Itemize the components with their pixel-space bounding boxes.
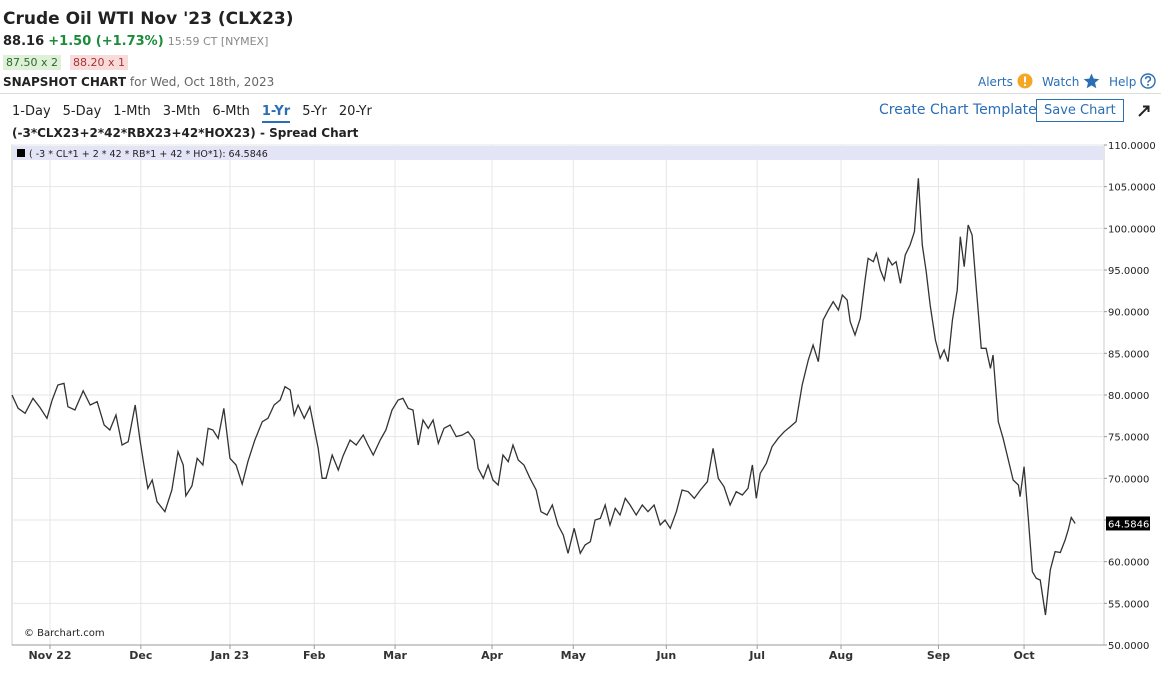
y-tick-label: 105.0000 xyxy=(1108,183,1156,194)
help-link[interactable]: Help xyxy=(1109,73,1156,89)
period-tab[interactable]: 20-Yr xyxy=(338,104,372,119)
x-tick-label: Jun xyxy=(655,649,676,662)
expand-icon[interactable] xyxy=(1137,104,1151,118)
period-tab[interactable]: 1-Day xyxy=(12,104,51,119)
x-tick-label: Jan 23 xyxy=(210,649,249,662)
watch-text[interactable]: Watch xyxy=(1042,75,1080,89)
y-tick-label: 95.0000 xyxy=(1108,266,1149,277)
period-tabs: 1-Day 5-Day 1-Mth 3-Mth 6-Mth 1-Yr 5-Yr 20-Yr xyxy=(12,104,384,123)
period-tab[interactable]: 1-Mth xyxy=(113,104,151,119)
price-change: +1.50 (+1.73%) xyxy=(48,34,164,49)
price-line xyxy=(11,178,1076,616)
x-tick-label: Dec xyxy=(129,649,152,662)
period-tab[interactable]: 5-Yr xyxy=(302,104,327,119)
period-tab[interactable]: 6-Mth xyxy=(212,104,250,119)
watch-icon[interactable] xyxy=(1083,73,1100,89)
legend-label: ( -3 * CL*1 + 2 * 42 * RB*1 + 42 * HO*1)… xyxy=(29,149,268,160)
y-tick-label: 100.0000 xyxy=(1108,224,1156,235)
snapshot-label: SNAPSHOT CHART xyxy=(3,75,127,89)
y-tick-label: 70.0000 xyxy=(1108,474,1149,485)
y-tick-label: 50.0000 xyxy=(1108,641,1149,652)
last-value-box xyxy=(1106,516,1150,531)
y-tick-label: 85.0000 xyxy=(1108,349,1149,360)
x-tick-label: Mar xyxy=(383,649,407,662)
period-tab[interactable]: 1-Yr xyxy=(261,104,291,123)
x-tick-label: Apr xyxy=(481,649,503,662)
save-chart[interactable]: Save Chart xyxy=(1036,99,1124,122)
x-tick-label: Sep xyxy=(927,649,950,662)
create-template[interactable]: Create Chart Template xyxy=(879,102,1037,118)
divider xyxy=(0,93,1161,94)
period-tab[interactable]: 3-Mth xyxy=(162,104,201,119)
x-tick-label: May xyxy=(561,649,586,662)
legend-band xyxy=(13,146,1103,160)
x-tick-label: Jul xyxy=(748,649,765,662)
y-tick-label: 80.0000 xyxy=(1108,391,1149,402)
period-tab[interactable]: 5-Day xyxy=(62,104,102,119)
snapshot-row: SNAPSHOT CHART for Wed, Oct 18th, 2023 xyxy=(3,75,274,89)
quote-row: 88.16 +1.50 (+1.73%) 15:59 CT [NYMEX] xyxy=(3,34,268,49)
quote-time: 15:59 CT [NYMEX] xyxy=(167,35,269,48)
y-tick-label: 75.0000 xyxy=(1108,433,1149,444)
last-price: 88.16 xyxy=(3,34,45,49)
alerts-icon[interactable] xyxy=(1017,73,1033,89)
instrument-title: Crude Oil WTI Nov '23 (CLX23) xyxy=(3,9,294,29)
x-tick-label: Oct xyxy=(1013,649,1034,662)
alerts-text[interactable]: Alerts xyxy=(978,75,1013,89)
bid: 87.50 x 2 xyxy=(3,55,61,70)
snapshot-date: for Wed, Oct 18th, 2023 xyxy=(129,75,275,89)
legend-swatch xyxy=(17,149,25,157)
watch-link[interactable]: Watch xyxy=(1042,73,1100,89)
last-value-label: 64.5846 xyxy=(1108,519,1149,530)
source-credit: © Barchart.com xyxy=(24,628,105,639)
help-icon[interactable] xyxy=(1140,73,1156,89)
x-tick-label: Nov 22 xyxy=(28,649,71,662)
x-tick-label: Feb xyxy=(303,649,326,662)
y-tick-label: 60.0000 xyxy=(1108,558,1149,569)
y-tick-label: 90.0000 xyxy=(1108,308,1149,319)
y-tick-label: 55.0000 xyxy=(1108,599,1149,610)
alerts-link[interactable]: Alerts xyxy=(978,73,1033,89)
chart-title: (-3*CLX23+2*42*RBX23+42*HOX23) - Spread … xyxy=(12,126,359,140)
y-tick-label: 110.0000 xyxy=(1108,141,1156,152)
ask: 88.20 x 1 xyxy=(70,55,128,70)
chart: 50.000055.000060.000065.000070.000075.00… xyxy=(11,141,1156,662)
help-text[interactable]: Help xyxy=(1109,75,1137,89)
x-tick-label: Aug xyxy=(829,649,853,662)
